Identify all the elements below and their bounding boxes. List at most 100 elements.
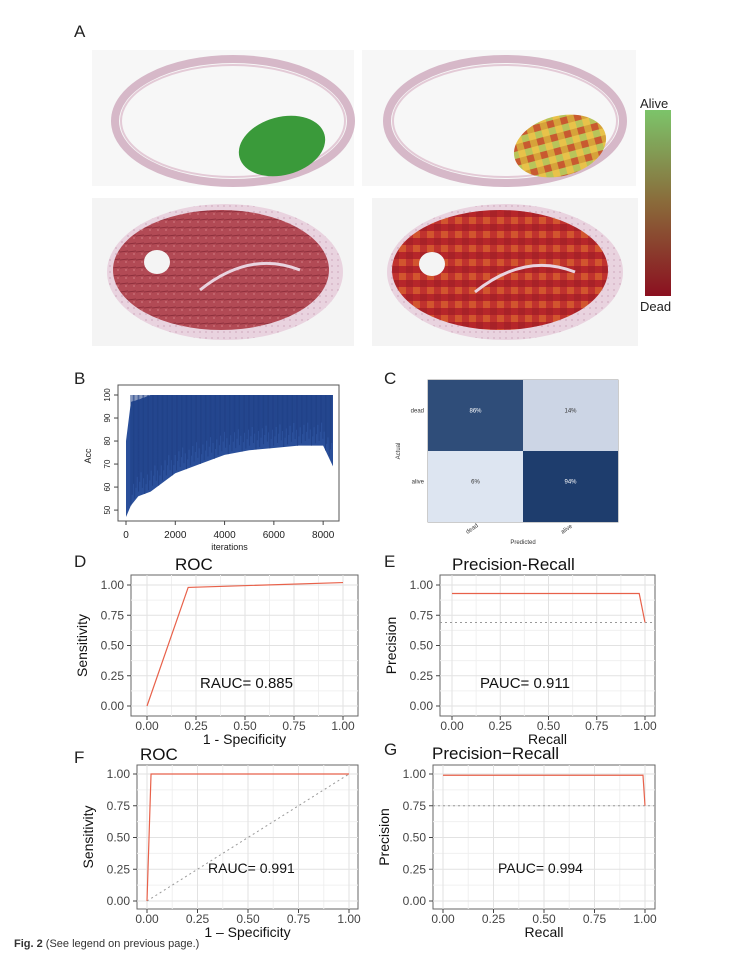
chart-C-cell-label: 14% [564,409,577,415]
chart-F-ytick-label: 1.00 [107,767,131,781]
panel-label-d: D [74,552,87,571]
chart-B-ytick-label: 50 [103,505,112,514]
chart-G-series-line [443,774,646,806]
chart-C-row-label: dead [411,409,424,415]
chart-B-xtick-label: 4000 [213,530,236,541]
chart-G-ytick-label: 0.75 [403,799,427,813]
chart-D-xlabel: 1 - Specificity [203,731,286,747]
figure-caption-text: (See legend on previous page.) [45,938,200,950]
chart-G-xtick-label: 0.25 [482,912,506,926]
chart-E-annotation: PAUC= 0.911 [480,675,570,692]
chart-D-ytick-label: 1.00 [101,578,125,592]
chart-C-cell [428,380,523,451]
chart-F-xtick-label: 0.50 [236,912,260,926]
chart-C-row-label: alive [412,480,425,486]
chart-B-ytick-label: 80 [103,436,112,445]
chart-C-cell-label: 6% [471,480,480,486]
panel-label-c: C [384,369,397,388]
chart-E-series-line [452,592,646,623]
chart-D-ytick-label: 0.75 [101,608,125,622]
chart-G-xtick-label: 0.00 [431,912,455,926]
chart-B-ytick-label: 60 [103,482,112,491]
chart-F-xtick-label: 0.75 [287,912,311,926]
chart-B-xtick-label: 8000 [312,530,335,541]
colorbar [645,110,671,296]
chart-B-accuracy-line [130,395,333,506]
chart-G-ytick-label: 0.25 [403,862,427,876]
alive-region-mask [238,115,326,177]
chart-B-ytick-label: 70 [103,459,112,468]
chart-C-xlabel: Predicted [510,540,535,546]
chart-G-xtick-label: 0.50 [532,912,556,926]
chart-F-ytick-label: 0.75 [107,799,131,813]
chart-E-xtick-label: 0.00 [440,719,464,733]
chart-E-xtick-label: 1.00 [633,719,657,733]
chart-E-title: Precision-Recall [452,555,575,574]
chart-E-xtick-label: 0.50 [537,719,561,733]
chart-G-ylabel: Precision [376,808,392,866]
figure-number: Fig. 2 [14,938,43,950]
chart-G-xlabel: Recall [525,924,564,940]
chart-D-ytick-label: 0.25 [101,669,125,683]
chart-D-xtick-label: 0.00 [135,719,159,733]
colorbar-alive-label: Alive [640,96,669,111]
chart-C-cell [523,451,618,522]
chart-E-xlabel: Recall [528,731,567,747]
chart-F-xlabel: 1 – Specificity [204,924,290,940]
chart-E-ytick-label: 0.25 [410,669,434,683]
chart-E-ytick-label: 0.00 [410,699,434,713]
chart-G-ytick-label: 0.50 [403,831,427,845]
chart-D-annotation: RAUC= 0.885 [200,675,293,692]
chart-D-xtick-label: 0.50 [233,719,257,733]
chart-D-xtick-label: 0.75 [282,719,306,733]
chart-E-xtick-label: 0.75 [585,719,609,733]
chart-B-ylabel: Acc [83,448,93,464]
chart-B-ytick-label: 90 [103,413,112,422]
chart-D-xtick-label: 1.00 [331,719,355,733]
chart-B-xlabel: iterations [211,542,248,552]
chart-B-xtick-label: 0 [123,530,129,541]
chart-D-ytick-label: 0.00 [101,699,125,713]
chart-F-title: ROC [140,745,178,764]
chart-E-ytick-label: 1.00 [410,578,434,592]
chart-G-xtick-label: 1.00 [633,912,657,926]
chart-F-xtick-label: 0.00 [135,912,159,926]
chart-C-ylabel: Actual [396,443,402,460]
chart-E-ytick-label: 0.50 [410,639,434,653]
chart-F-ytick-label: 0.00 [107,894,131,908]
chart-F-ytick-label: 0.25 [107,862,131,876]
chart-B-xtick-label: 6000 [263,530,286,541]
chart-D-title: ROC [175,555,213,574]
prediction-heatmap-bottom [392,210,608,330]
panel-label-g: G [384,740,398,759]
panel-label-e: E [384,552,396,571]
chart-F-ytick-label: 0.50 [107,831,131,845]
chart-D-ytick-label: 0.50 [101,639,125,653]
chart-C-col-label: alive [560,523,574,535]
chart-E-xtick-label: 0.25 [489,719,513,733]
chart-D-series-line [146,581,344,707]
chart-B-xtick-label: 2000 [164,530,187,541]
chart-E-ylabel: Precision [383,617,399,675]
chart-F-series-line [146,773,349,902]
chart-D-xtick-label: 0.25 [184,719,208,733]
chart-D-ylabel: Sensitivity [74,614,90,677]
panel-label-b: B [74,369,86,388]
chart-G-title: Precision−Recall [432,744,559,763]
panel-label-a: A [74,22,86,41]
chart-C-cell-label: 94% [564,480,577,486]
chart-F-xtick-label: 1.00 [337,912,361,926]
chart-G-xtick-label: 0.75 [583,912,607,926]
prediction-heatmap-top [513,114,607,178]
chart-F-annotation: RAUC= 0.991 [208,860,295,876]
chart-G-ytick-label: 0.00 [403,894,427,908]
colorbar-dead-label: Dead [640,299,672,314]
chart-C-cell [523,380,618,451]
chart-F-ylabel: Sensitivity [80,805,96,868]
chart-G-ytick-label: 1.00 [403,767,427,781]
chart-G-annotation: PAUC= 0.994 [498,860,583,876]
chart-F-xtick-label: 0.25 [186,912,210,926]
panel-label-f: F [74,748,85,767]
